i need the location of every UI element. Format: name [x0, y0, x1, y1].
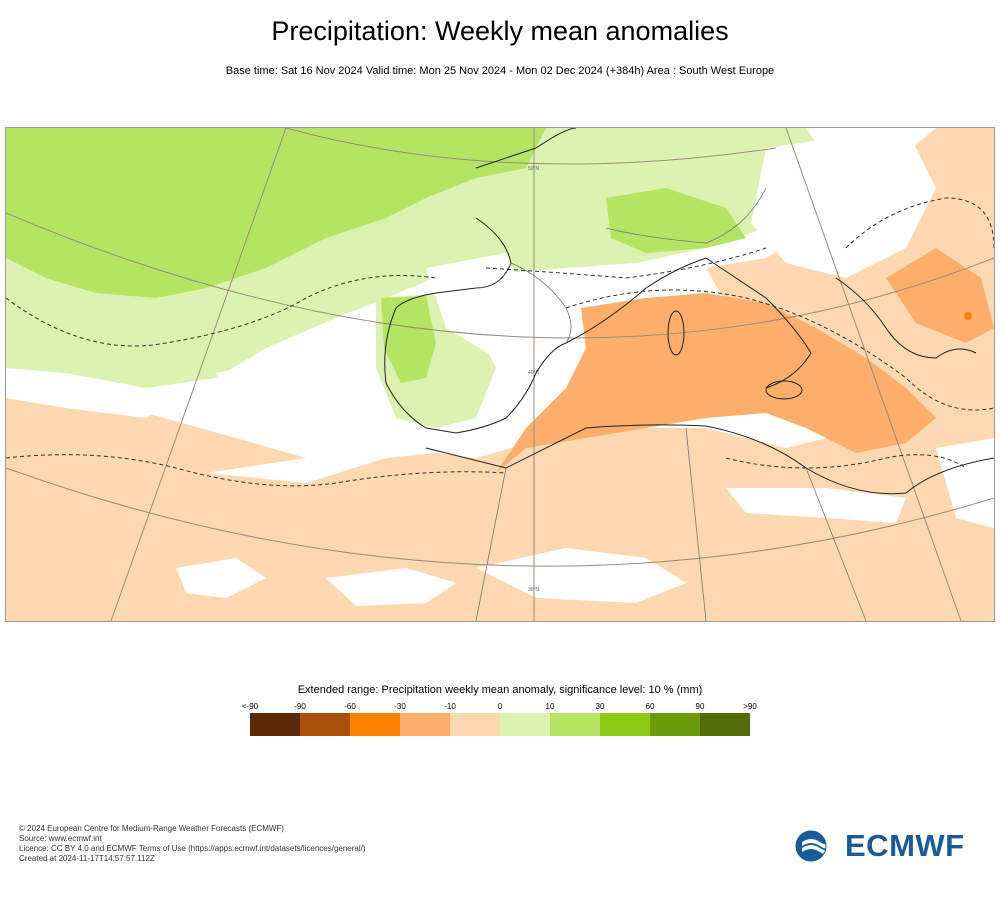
legend-tick-label: 30 [595, 702, 605, 711]
contour-east [845, 197, 994, 249]
coast-italy [565, 257, 812, 389]
anomaly-area-green-portugal [381, 296, 436, 383]
no-signal-patch-sahara [476, 548, 686, 603]
coast-iberia [384, 217, 567, 434]
legend-swatch [500, 713, 550, 736]
legend-swatch [350, 713, 400, 736]
parallel-40n [6, 212, 994, 339]
legend-swatch [700, 713, 750, 736]
legend-tick-label: -30 [394, 702, 406, 711]
meridian-west [110, 128, 287, 621]
grid-label-40n: 40°N [528, 370, 540, 376]
no-signal-patch-atlantic [326, 568, 456, 606]
ecmwf-logo: ECMWF [795, 826, 985, 866]
border-morocco-algeria [475, 467, 507, 621]
border-alps [605, 187, 767, 244]
legend-swatch [300, 713, 350, 736]
legend-swatch [550, 713, 600, 736]
meridian-east [785, 128, 962, 621]
grid-label-30n: 30°N [528, 587, 540, 593]
no-signal-patch-central-europe [751, 128, 936, 278]
contour-mediterranean [565, 289, 994, 411]
legend-tick-label: -10 [444, 702, 456, 711]
legend-tick-label: -90 [294, 702, 306, 711]
footer-credits: © 2024 European Centre for Medium-Range … [19, 824, 366, 864]
footer-licence: Licence: CC BY 4.0 and ECMWF Terms of Us… [19, 844, 366, 853]
country-borders [475, 187, 867, 621]
border-france-spain [510, 262, 572, 344]
coast-north-africa [425, 424, 994, 495]
legend-tick-label: 10 [545, 702, 555, 711]
legend-tick-label: >90 [743, 702, 757, 711]
contour-south [6, 454, 507, 487]
legend-ticks: <-90 -90 -60 -30 -10 0 10 30 60 90 >90 [225, 702, 775, 714]
legend-title: Extended range: Precipitation weekly mea… [297, 684, 703, 696]
footer-copyright: © 2024 European Centre for Medium-Range … [19, 824, 284, 833]
legend-tick-label: 90 [695, 702, 705, 711]
coastlines [384, 128, 994, 495]
significance-contours [6, 197, 994, 487]
parallel-30n [6, 467, 994, 567]
coast-sardinia [667, 310, 685, 356]
no-signal-patch-north-africa [6, 368, 176, 418]
legend-swatch [600, 713, 650, 736]
parallel-50n [285, 128, 777, 165]
footer-created: Created at 2024-11-17T14:57:57.112Z [19, 854, 155, 863]
legend-swatch [650, 713, 700, 736]
no-signal-patch-ocean [216, 353, 426, 458]
no-signal-patch-south-west [176, 558, 266, 598]
grid-label-50n: 50°N [528, 166, 540, 172]
ecmwf-logo-text: ECMWF [845, 828, 965, 863]
anomaly-area-green-atlantic [6, 128, 546, 298]
anomaly-area-green-alps [606, 188, 746, 253]
border-libya-egypt [805, 467, 867, 621]
legend-tick-label: -60 [344, 702, 356, 711]
chart-title: Precipitation: Weekly mean anomalies [271, 16, 729, 46]
coast-greece [835, 277, 977, 359]
contour-north [6, 275, 437, 347]
legend-tick-label: 0 [497, 702, 503, 711]
ecmwf-logo-icon [795, 830, 838, 862]
coast-channel [475, 128, 577, 169]
contour-africa [725, 454, 967, 469]
border-algeria-libya [685, 427, 707, 621]
legend-swatch [400, 713, 450, 736]
anomaly-map: 50°N 40°N 30°N [5, 127, 995, 622]
legend-swatch [250, 713, 300, 736]
graticule [6, 128, 994, 621]
footer-source: Source: www.ecmwf.int [19, 834, 102, 843]
legend-tick-label: <-90 [241, 702, 259, 711]
anomaly-spot-strong-orange [964, 312, 972, 320]
chart-subtitle: Base time: Sat 16 Nov 2024 Valid time: M… [225, 65, 775, 77]
contour-france [485, 247, 767, 279]
legend-swatch [450, 713, 500, 736]
coast-sicily [765, 380, 803, 400]
legend-color-bar [250, 713, 750, 736]
no-signal-patch-libya [726, 488, 906, 523]
legend-tick-label: 60 [645, 702, 655, 711]
